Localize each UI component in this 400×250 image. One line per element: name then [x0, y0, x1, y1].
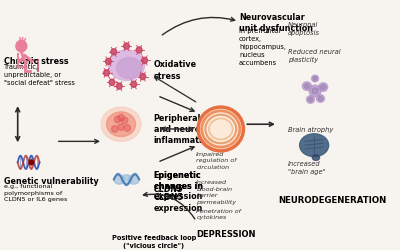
- Circle shape: [122, 118, 128, 124]
- Text: NEURODEGENERATION: NEURODEGENERATION: [278, 195, 386, 204]
- Ellipse shape: [308, 98, 313, 102]
- Ellipse shape: [312, 155, 320, 161]
- Ellipse shape: [316, 95, 324, 103]
- Text: expression: expression: [154, 191, 203, 200]
- Ellipse shape: [106, 112, 136, 137]
- Circle shape: [118, 124, 124, 131]
- Text: in prefrontal
cortex,
hippocampus,
nucleus
accumbens: in prefrontal cortex, hippocampus, nucle…: [239, 28, 286, 66]
- Ellipse shape: [198, 108, 244, 151]
- Text: Increased
blood-brain
barrier
permeability: Increased blood-brain barrier permeabili…: [196, 180, 236, 204]
- Text: e.g., functional
polymorphisms of
CLDN5 or IL6 genes: e.g., functional polymorphisms of CLDN5 …: [4, 184, 68, 202]
- Text: Epigenetic
changes in: Epigenetic changes in: [154, 170, 203, 190]
- Text: Neuronal
apoptosis: Neuronal apoptosis: [288, 22, 320, 36]
- Ellipse shape: [309, 86, 321, 97]
- Ellipse shape: [101, 108, 141, 142]
- Circle shape: [140, 74, 146, 80]
- Ellipse shape: [121, 175, 132, 184]
- Text: Reduced neural
plasticity: Reduced neural plasticity: [288, 49, 340, 63]
- Circle shape: [124, 44, 129, 50]
- Circle shape: [118, 115, 124, 121]
- Text: Neurovascular
unit dysfunction: Neurovascular unit dysfunction: [239, 13, 313, 33]
- Circle shape: [111, 50, 117, 56]
- Ellipse shape: [318, 97, 323, 101]
- Text: Oxidative
stress: Oxidative stress: [154, 60, 197, 80]
- Ellipse shape: [304, 84, 309, 89]
- Text: Positive feedback loop
("vicious circle"): Positive feedback loop ("vicious circle"…: [112, 234, 196, 247]
- Circle shape: [16, 41, 27, 52]
- Text: Epigenetic
changes in
CLDN5
expression: Epigenetic changes in CLDN5 expression: [154, 170, 203, 212]
- Ellipse shape: [128, 175, 139, 184]
- Ellipse shape: [116, 58, 142, 79]
- Text: Increased
"brain age": Increased "brain age": [288, 161, 326, 175]
- Circle shape: [112, 126, 118, 133]
- Text: Peripheral
and neuro-
inflammation: Peripheral and neuro- inflammation: [154, 113, 214, 144]
- Text: Brain atrophy: Brain atrophy: [288, 126, 333, 133]
- Circle shape: [136, 48, 142, 54]
- Ellipse shape: [114, 175, 125, 184]
- Text: CLDN5: CLDN5: [154, 184, 184, 194]
- Circle shape: [116, 84, 122, 90]
- Text: Traumatic,
unpredictable, or
"social defeat" stress: Traumatic, unpredictable, or "social def…: [4, 64, 75, 86]
- Ellipse shape: [312, 88, 318, 95]
- Text: Penetration of
cytokines: Penetration of cytokines: [196, 208, 241, 220]
- Text: Impaired
regulation of
circulation: Impaired regulation of circulation: [196, 151, 237, 169]
- Ellipse shape: [313, 77, 317, 81]
- Circle shape: [104, 70, 110, 76]
- Text: DEPRESSION: DEPRESSION: [196, 229, 256, 238]
- Circle shape: [29, 160, 34, 165]
- Circle shape: [131, 82, 137, 88]
- Ellipse shape: [319, 84, 328, 92]
- Ellipse shape: [321, 85, 326, 90]
- Circle shape: [106, 59, 111, 65]
- Text: Chronic stress: Chronic stress: [4, 56, 69, 66]
- Ellipse shape: [300, 134, 329, 157]
- Circle shape: [142, 58, 148, 64]
- Ellipse shape: [108, 51, 145, 81]
- Ellipse shape: [302, 82, 311, 91]
- Circle shape: [114, 117, 120, 123]
- Text: Genetic vulnerability: Genetic vulnerability: [4, 176, 99, 185]
- Ellipse shape: [312, 76, 318, 82]
- Circle shape: [109, 80, 115, 86]
- Circle shape: [124, 125, 130, 132]
- Ellipse shape: [306, 96, 314, 104]
